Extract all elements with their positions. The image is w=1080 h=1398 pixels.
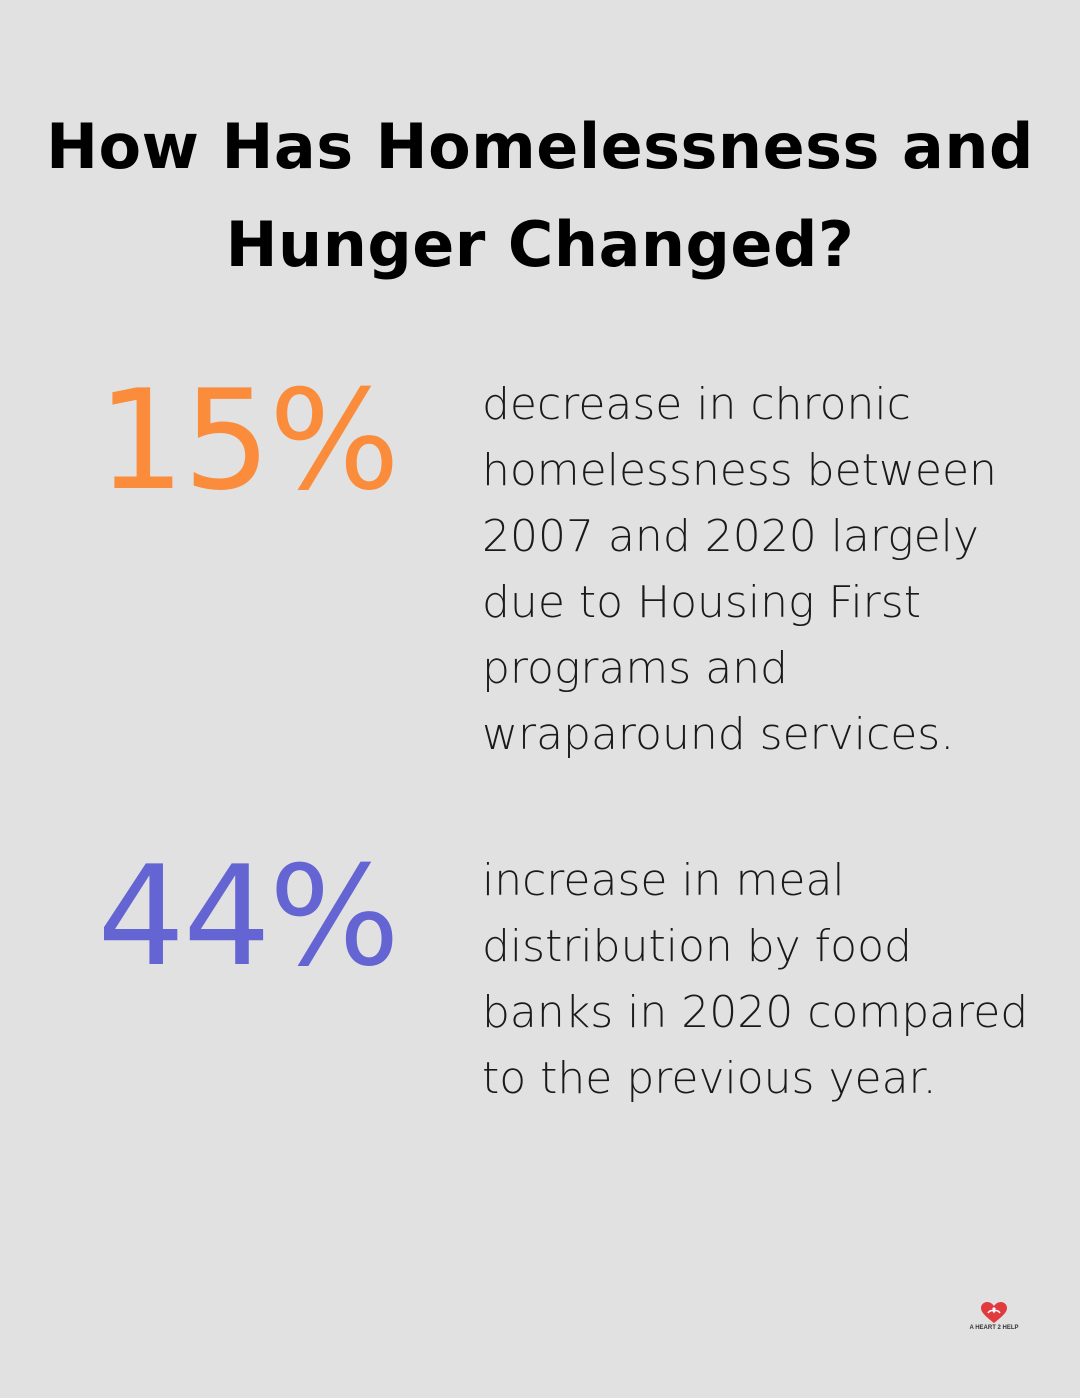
- logo-text: A HEART 2 HELP: [969, 1325, 1019, 1331]
- page-title: How Has Homelessness and Hunger Changed?: [46, 110, 1034, 281]
- stat-description: decrease in chronic homelessness between…: [482, 379, 997, 760]
- stat-value: 44%: [97, 836, 400, 997]
- stat-value: 15%: [97, 360, 400, 521]
- heart-hands-icon: [981, 1302, 1007, 1323]
- brand-logo: A HEART 2 HELP: [962, 1302, 1026, 1338]
- stat-description: increase in meal distribution by food ba…: [482, 855, 1029, 1104]
